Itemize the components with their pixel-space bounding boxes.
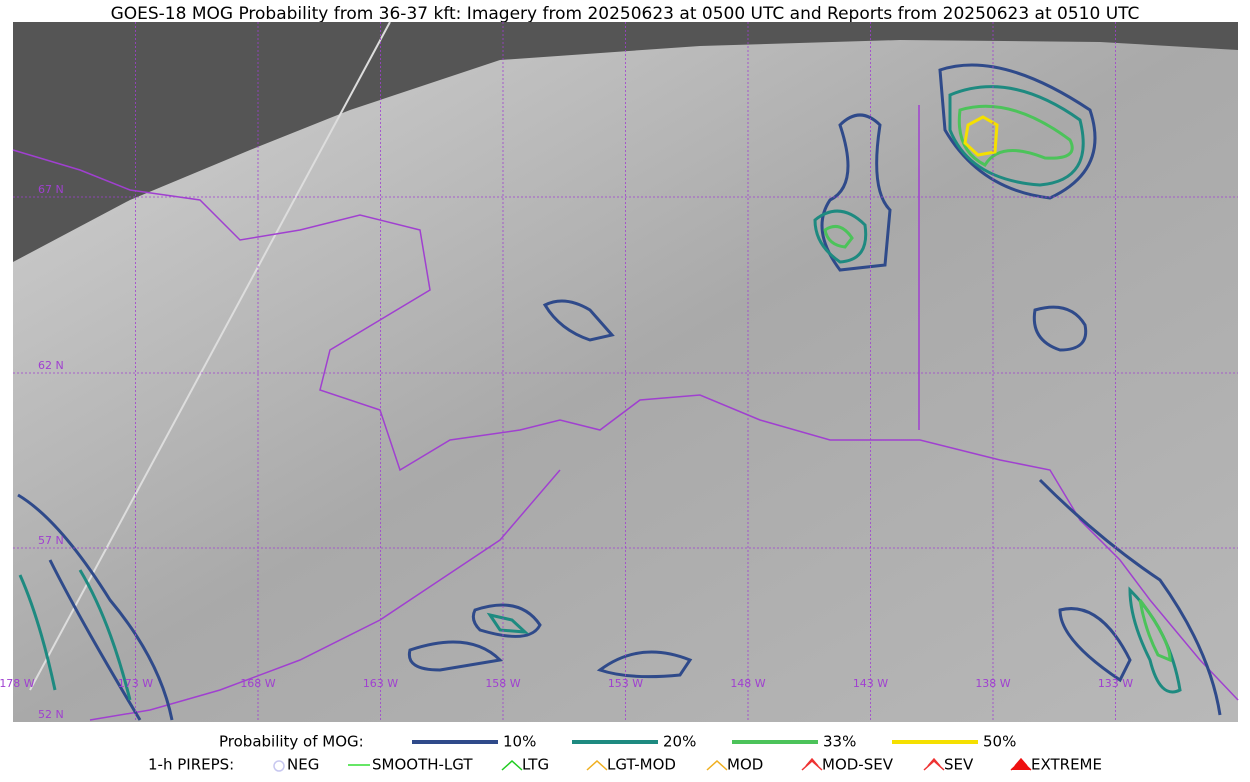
lon-label: 158 W — [485, 677, 520, 690]
lon-label: 133 W — [1098, 677, 1133, 690]
lon-label: 163 W — [363, 677, 398, 690]
legend-label: LGT-MOD — [607, 756, 676, 774]
legend-icon — [923, 757, 945, 771]
contour-10 — [407, 603, 693, 679]
legend-label: 33% — [823, 733, 856, 751]
lon-label: 138 W — [975, 677, 1010, 690]
lat-label: 62 N — [38, 359, 64, 372]
contour-20 — [813, 209, 868, 264]
contour-20 — [18, 569, 132, 701]
legend-title: 1-h PIREPS: — [148, 756, 234, 774]
legend-icon — [801, 757, 823, 771]
contour-10 — [938, 63, 1097, 200]
legend-label: 20% — [663, 733, 696, 751]
legend-icon — [706, 759, 728, 771]
lon-label: 148 W — [730, 677, 765, 690]
lon-label: 168 W — [240, 677, 275, 690]
legend-label: NEG — [287, 756, 319, 774]
orbit-track — [29, 21, 391, 691]
legend-label: LTG — [522, 756, 549, 774]
legend-label: 10% — [503, 733, 536, 751]
lon-label: 178 W — [0, 677, 35, 690]
grid-labels: 67 N 62 N 57 N 52 N 178 W 173 W 168 W 163 W 158 … — [0, 22, 1238, 722]
contour-20 — [486, 612, 530, 634]
legend-label: EXTREME — [1031, 756, 1102, 774]
lat-label: 52 N — [38, 708, 64, 721]
legend-label: SEV — [944, 756, 974, 774]
title: GOES-18 MOG Probability from 36-37 kft: … — [111, 4, 1140, 24]
contour-10 — [1032, 305, 1088, 352]
contour-20 — [948, 85, 1085, 187]
legend-label: SMOOTH-LGT — [372, 756, 473, 774]
contour-50 — [963, 115, 999, 157]
contour-10 — [17, 493, 174, 721]
legend-label: MOD-SEV — [822, 756, 894, 774]
legend-icon — [586, 759, 608, 771]
legend-icon — [273, 760, 285, 772]
contour-10 — [820, 113, 892, 272]
lat-label: 67 N — [38, 183, 64, 196]
legend-label: MOD — [727, 756, 763, 774]
legend-icon — [501, 759, 523, 771]
contour-33 — [1138, 599, 1172, 663]
lon-label: 143 W — [853, 677, 888, 690]
legend-label: 50% — [983, 733, 1016, 751]
legend: Probability of MOG: 1-h PIREPS: 10% 20% 33… — [148, 733, 1102, 774]
coastline — [89, 469, 561, 721]
lat-label: 57 N — [38, 534, 64, 547]
coastline — [12, 149, 1239, 701]
contour-33 — [957, 104, 1074, 167]
contour-33 — [823, 224, 854, 249]
lon-label: 173 W — [118, 677, 153, 690]
legend-icon — [1010, 757, 1032, 771]
contour-10 — [542, 299, 615, 342]
contour-10 — [1038, 478, 1222, 716]
lon-label: 153 W — [608, 677, 643, 690]
legend-title: Probability of MOG: — [219, 733, 364, 751]
no-data-area — [13, 22, 1238, 262]
